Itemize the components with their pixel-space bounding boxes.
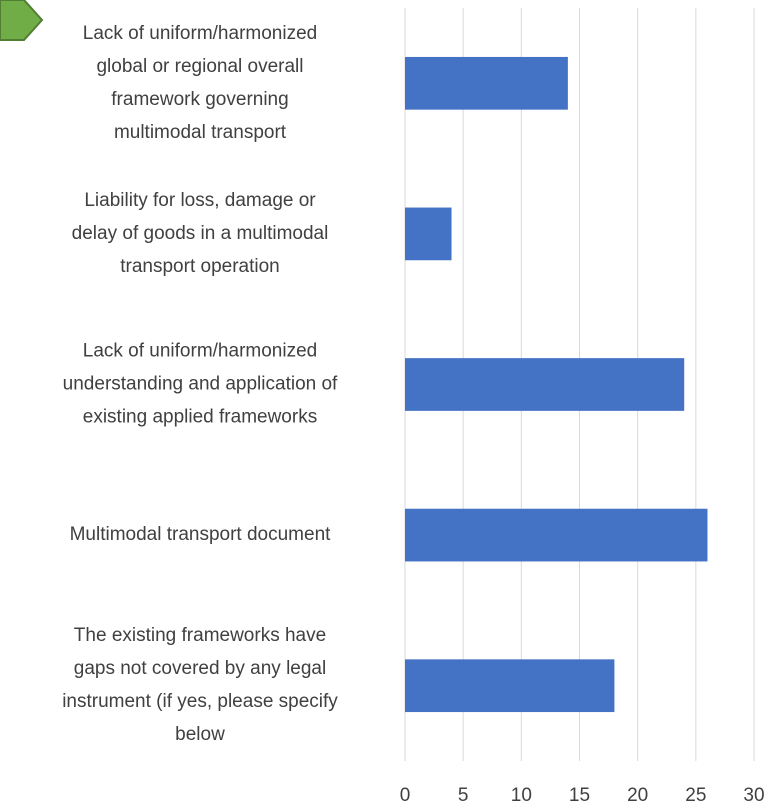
bar xyxy=(405,659,615,713)
y-tick-label: multimodal transport xyxy=(114,122,287,143)
y-tick-label: transport operation xyxy=(120,256,280,277)
y-tick-label: The existing frameworks have xyxy=(74,625,326,646)
y-tick-label: understanding and application of xyxy=(63,374,338,395)
y-tick-label: existing applied frameworks xyxy=(83,407,317,428)
y-tick-label: Multimodal transport document xyxy=(70,524,332,545)
bar xyxy=(405,207,452,261)
y-tick-label: Liability for loss, damage or xyxy=(84,190,316,211)
y-tick-label: Lack of uniform/harmonized xyxy=(83,341,317,362)
x-tick-label: 25 xyxy=(685,785,706,806)
x-tick-label: 15 xyxy=(569,785,590,806)
x-tick-label: 30 xyxy=(743,785,764,806)
x-tick-label: 5 xyxy=(458,785,469,806)
y-tick-label: framework governing xyxy=(111,89,288,110)
y-tick-label: delay of goods in a multimodal xyxy=(72,223,329,244)
bar xyxy=(405,358,685,411)
y-tick-label: instrument (if yes, please specify xyxy=(62,691,338,712)
x-tick-label: 10 xyxy=(511,785,532,806)
y-tick-label: gaps not covered by any legal xyxy=(74,658,326,679)
bar xyxy=(405,56,568,110)
y-tick-label: Lack of uniform/harmonized xyxy=(83,23,317,44)
x-tick-label: 20 xyxy=(627,785,648,806)
arrow-decoration xyxy=(0,0,44,41)
x-tick-label: 0 xyxy=(400,785,411,806)
y-tick-label: below xyxy=(175,724,225,745)
y-tick-label: global or regional overall xyxy=(96,56,303,77)
bar xyxy=(405,508,708,562)
